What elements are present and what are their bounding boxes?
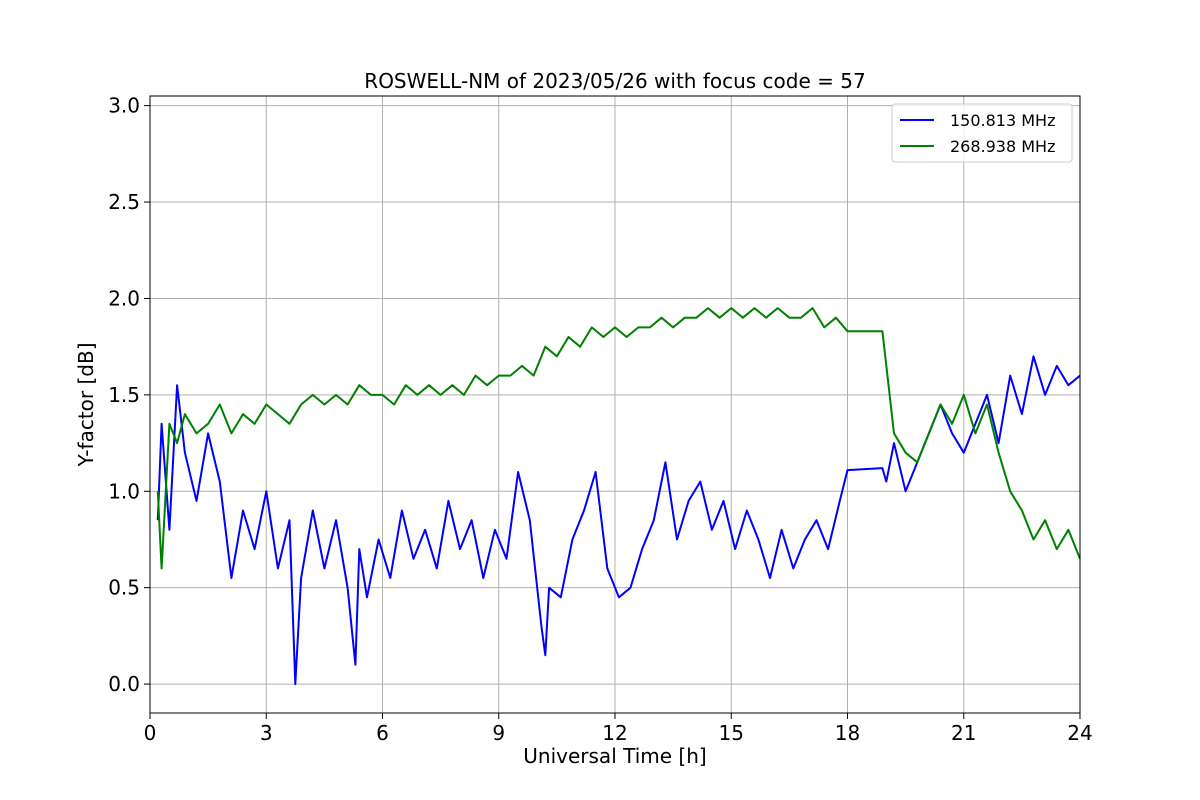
legend-box	[891, 103, 1073, 163]
x-tick-label: 0	[144, 721, 157, 745]
y-tick-label: 1.5	[108, 383, 140, 407]
series-line-1	[156, 307, 1081, 570]
legend: 150.813 MHz 268.938 MHz	[891, 103, 1073, 163]
y-tick-label: 0.0	[108, 672, 140, 696]
x-tick-label: 21	[951, 721, 976, 745]
x-tick-label: 3	[260, 721, 273, 745]
y-tick-label: 1.0	[108, 479, 140, 503]
x-tick-label: 9	[492, 721, 505, 745]
x-tick-label: 15	[719, 721, 744, 745]
x-tick-label: 24	[1067, 721, 1092, 745]
series-layer	[156, 307, 1081, 686]
y-tick-label: 2.5	[108, 190, 140, 214]
x-tick-label: 12	[602, 721, 627, 745]
x-tick-label: 18	[835, 721, 860, 745]
x-tick-label: 6	[376, 721, 389, 745]
x-axis-label: Universal Time [h]	[523, 744, 706, 768]
y-tick-label: 2.0	[108, 286, 140, 310]
legend-label: 268.938 MHz	[950, 137, 1055, 156]
chart-title: ROSWELL-NM of 2023/05/26 with focus code…	[364, 69, 865, 93]
y-tick-label: 0.5	[108, 576, 140, 600]
y-tick-label: 3.0	[108, 94, 140, 118]
legend-label: 150.813 MHz	[950, 111, 1055, 130]
y-axis-label: Y-factor [dB]	[74, 342, 98, 467]
ticks: 0 3 6 9 12 15 18 21 24 0.0 0.5 1.0 1.5 2.0 2.5 3.0	[108, 94, 1093, 745]
